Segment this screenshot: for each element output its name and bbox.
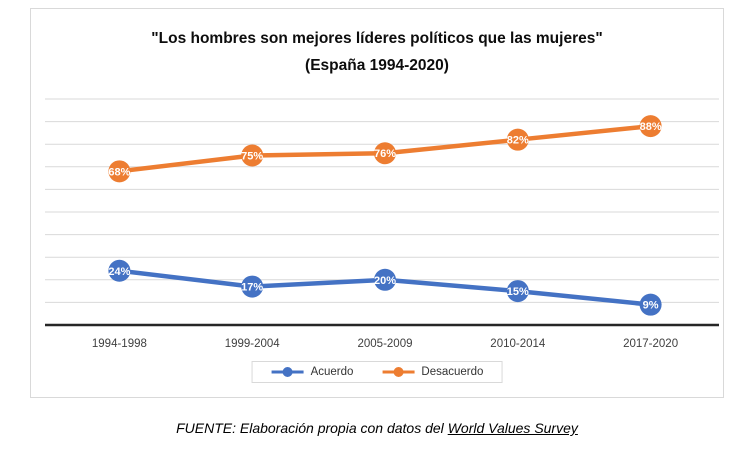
data-label: 82%: [507, 135, 529, 147]
data-point-acuerdo: [639, 293, 662, 316]
chart-title-line2: (España 1994-2020): [305, 57, 449, 75]
data-label: 17%: [241, 282, 263, 294]
legend-item-desacuerdo: Desacuerdo: [381, 366, 483, 378]
data-point-desacuerdo: [506, 128, 529, 151]
x-tick-label: 2005-2009: [358, 338, 413, 350]
data-point-desacuerdo: [639, 115, 662, 138]
legend-marker: [271, 367, 304, 377]
data-label: 15%: [507, 286, 529, 298]
data-point-acuerdo: [506, 280, 529, 303]
data-point-acuerdo: [108, 259, 131, 282]
data-point-acuerdo: [374, 268, 396, 291]
data-label: 20%: [374, 275, 396, 287]
chart-title: "Los hombres son mejores líderes polític…: [31, 25, 723, 79]
data-label: 24%: [108, 266, 130, 278]
legend-label: Desacuerdo: [421, 366, 484, 378]
chart-title-line1: "Los hombres son mejores líderes polític…: [151, 30, 603, 47]
data-point-desacuerdo: [108, 160, 131, 183]
source-note-text: FUENTE: Elaboración propia con datos del: [176, 420, 448, 436]
source-note: FUENTE: Elaboración propia con datos del…: [0, 420, 754, 436]
legend-item-acuerdo: Acuerdo: [271, 366, 354, 378]
source-note-link: World Values Survey: [447, 420, 578, 436]
data-point-desacuerdo: [374, 142, 396, 165]
legend-marker: [382, 367, 415, 377]
data-point-desacuerdo: [241, 144, 264, 167]
x-tick-label: 1999-2004: [225, 338, 281, 350]
data-label: 68%: [108, 166, 130, 178]
data-label: 76%: [374, 148, 396, 160]
data-label: 88%: [640, 121, 662, 133]
chart-container: "Los hombres son mejores líderes polític…: [30, 8, 724, 398]
legend-label: Acuerdo: [310, 366, 354, 378]
plot-svg: 24% 17% 20% 15% 9% 68% 75% 76% 82% 88% 1994-1998 19…: [45, 98, 719, 350]
x-tick-label: 2017-2020: [623, 338, 678, 350]
data-label: 75%: [241, 151, 263, 163]
x-tick-label: 2010-2014: [490, 338, 546, 350]
data-label: 9%: [643, 300, 659, 312]
x-tick-label: 1994-1998: [92, 338, 147, 350]
data-point-acuerdo: [241, 275, 264, 298]
legend: Acuerdo Desacuerdo: [251, 361, 503, 383]
